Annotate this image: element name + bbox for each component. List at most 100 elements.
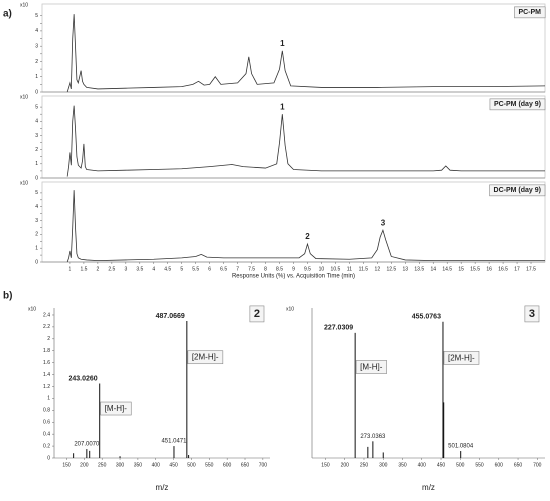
x-tick-label: 8.5	[276, 266, 283, 272]
y-tick-label: 1.2	[43, 384, 50, 390]
x-tick-label: 550	[475, 462, 484, 468]
x-tick-label: 650	[514, 462, 523, 468]
peak-label: 2	[305, 232, 310, 241]
chart-title-box	[514, 6, 546, 19]
y-tick-label: 3	[35, 218, 38, 224]
x-tick-label: 9.5	[304, 266, 311, 272]
chart-title: PC-PM	[518, 9, 541, 16]
y-tick-label: 0.8	[43, 408, 50, 414]
plot-frame	[41, 3, 546, 93]
y-tick-label: 1.8	[43, 348, 50, 354]
plot-frame	[41, 95, 546, 179]
x-tick-label: 300	[116, 462, 125, 468]
x-tick-label: 11	[347, 266, 352, 272]
x-tick-label: 2.5	[108, 266, 115, 272]
panel-label: a)	[3, 9, 12, 20]
ion-label-box	[355, 360, 387, 374]
x-tick-label: 1.5	[80, 266, 87, 272]
chart-title: 3	[529, 308, 535, 320]
y-multiplier: x10	[20, 180, 28, 186]
x-tick-label: 700	[259, 462, 268, 468]
x-tick-label: 200	[80, 462, 89, 468]
x-axis-title: Response Units (%) vs. Acquisition Time …	[232, 274, 355, 280]
ion-label: [2M-H]-	[448, 353, 475, 362]
y-tick-label: 2	[35, 232, 38, 238]
y-tick-label: 4	[35, 28, 38, 34]
x-tick-label: 1	[69, 266, 72, 272]
ion-label-box	[187, 350, 224, 365]
peak-label: 1	[280, 39, 285, 48]
chart-title-box	[524, 305, 540, 323]
y-tick-label: 2.4	[43, 312, 50, 318]
x-tick-label: 15	[458, 266, 464, 272]
x-tick-label: 9	[292, 266, 295, 272]
peak-label: 1	[280, 102, 285, 111]
x-tick-label: 2	[96, 266, 99, 272]
x-tick-label: 450	[169, 462, 178, 468]
x-tick-label: 150	[321, 462, 330, 468]
y-tick-label: 2.2	[43, 324, 50, 330]
peak-mz-label: 487.0669	[156, 313, 185, 320]
y-tick-label: 2	[47, 336, 50, 342]
x-axis-title: m/z	[156, 483, 169, 492]
peak-label: 3	[381, 218, 386, 227]
x-tick-label: 17.5	[526, 266, 536, 272]
y-tick-label: 5	[35, 13, 38, 19]
y-tick-label: 0	[47, 455, 50, 461]
x-tick-label: 6	[208, 266, 211, 272]
y-tick-label: 2	[35, 59, 38, 65]
ion-label: [2M-H]-	[192, 353, 219, 362]
y-tick-label: 4	[35, 119, 38, 125]
x-tick-label: 4	[152, 266, 155, 272]
trace	[66, 105, 545, 177]
x-tick-label: 16.5	[498, 266, 508, 272]
x-tick-label: 500	[456, 462, 465, 468]
ion-label-box	[100, 401, 132, 416]
x-tick-label: 17	[514, 266, 520, 272]
x-tick-label: 13.5	[414, 266, 424, 272]
chart-title: PC-PM (day 9)	[494, 101, 541, 108]
y-tick-label: 0.2	[43, 443, 50, 449]
y-tick-label: 4	[35, 204, 38, 210]
x-tick-label: 550	[205, 462, 214, 468]
x-tick-label: 250	[98, 462, 107, 468]
x-tick-label: 250	[360, 462, 369, 468]
y-tick-label: 1.4	[43, 372, 50, 378]
chart-title: DC-PM (day 9)	[494, 187, 541, 194]
x-tick-label: 200	[341, 462, 350, 468]
x-tick-label: 16	[486, 266, 492, 272]
peak-mz-label: 273.0363	[360, 434, 386, 440]
peak-mz-label: 207.0070	[74, 442, 100, 448]
x-tick-label: 12.5	[386, 266, 396, 272]
x-tick-label: 400	[152, 462, 161, 468]
trace	[66, 14, 546, 93]
peak-mz-label: 243.0260	[69, 375, 98, 382]
x-tick-label: 10	[319, 266, 325, 272]
y-tick-label: 0	[35, 175, 38, 181]
y-tick-label: 1	[35, 161, 38, 167]
y-tick-label: 1	[35, 74, 38, 80]
chart-title: 2	[254, 308, 260, 320]
chart-title-box	[249, 305, 265, 323]
x-tick-label: 450	[437, 462, 446, 468]
x-tick-label: 400	[418, 462, 427, 468]
y-tick-label: 0	[35, 259, 38, 265]
x-tick-label: 14.5	[442, 266, 452, 272]
x-tick-label: 11.5	[359, 266, 369, 272]
y-multiplier: x10	[20, 94, 28, 100]
x-tick-label: 5	[180, 266, 183, 272]
x-tick-label: 5.5	[192, 266, 199, 272]
plot-frame	[41, 181, 546, 263]
y-tick-label: 5	[35, 104, 38, 110]
peak-mz-label: 451.0471	[161, 439, 187, 445]
y-multiplier: x10	[20, 2, 28, 8]
y-multiplier: x10	[28, 306, 36, 312]
x-tick-label: 700	[533, 462, 542, 468]
ion-label: [M-H]-	[105, 404, 128, 413]
x-tick-label: 13	[402, 266, 408, 272]
y-tick-label: 5	[35, 190, 38, 196]
x-tick-label: 3.5	[136, 266, 143, 272]
y-tick-label: 0.4	[43, 431, 50, 437]
x-tick-label: 500	[187, 462, 196, 468]
